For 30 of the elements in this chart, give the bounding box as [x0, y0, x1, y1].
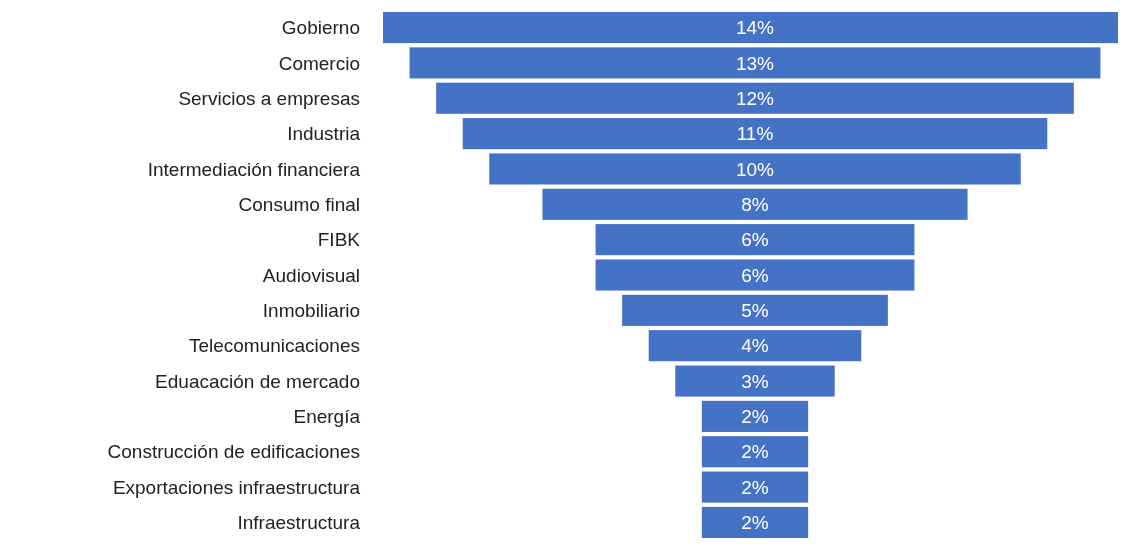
category-label: Construcción de edificaciones	[107, 441, 360, 463]
category-label: Telecomunicaciones	[188, 335, 360, 357]
data-label: 4%	[741, 335, 769, 357]
category-label: Energía	[293, 406, 361, 428]
category-label: Servicios a empresas	[178, 87, 360, 109]
category-label: Industria	[287, 123, 361, 145]
data-label: 2%	[741, 406, 769, 428]
data-label: 13%	[735, 52, 775, 74]
data-label: 3%	[741, 370, 769, 392]
data-label: 5%	[741, 300, 769, 321]
category-label: Comercio	[278, 52, 360, 74]
data-label: 12%	[735, 87, 775, 109]
data-label: 2%	[741, 512, 769, 534]
data-label: 10%	[735, 158, 775, 180]
category-label: FIBK	[317, 229, 361, 251]
data-label: 14%	[735, 17, 775, 39]
category-label: Consumo final	[238, 193, 360, 215]
data-label: 2%	[741, 441, 769, 463]
category-label: Gobierno	[281, 17, 360, 39]
data-label: 8%	[741, 193, 769, 215]
category-label: Audiovisual	[262, 264, 360, 286]
category-label: Inmobiliario	[262, 300, 360, 321]
category-label: Eduacación de mercado	[155, 370, 360, 392]
data-label: 11%	[736, 123, 774, 145]
category-label: Infraestructura	[237, 512, 361, 534]
category-label: Intermediación financiera	[147, 158, 361, 180]
data-label: 2%	[741, 476, 769, 498]
data-label: 6%	[741, 229, 769, 251]
data-label: 6%	[741, 264, 769, 286]
category-label: Exportaciones infraestructura	[112, 476, 361, 498]
